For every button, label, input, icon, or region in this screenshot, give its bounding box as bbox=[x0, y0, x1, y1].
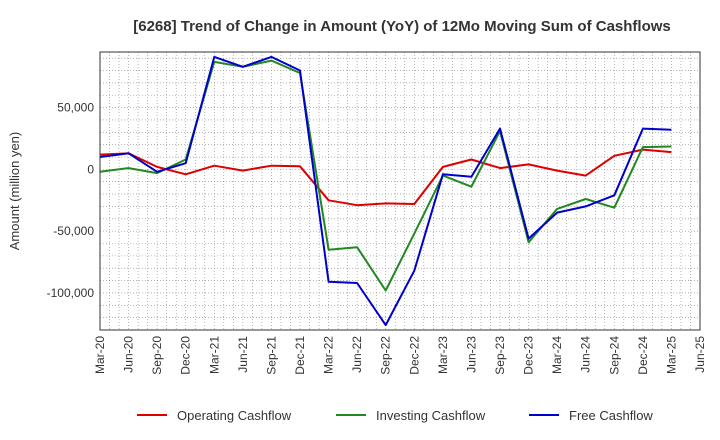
x-tick-label: Jun-25 bbox=[693, 336, 707, 373]
x-tick-label: Jun-20 bbox=[122, 336, 136, 373]
operating-cashflow-line bbox=[99, 148, 672, 207]
x-tick-label: Sep-24 bbox=[607, 336, 621, 375]
y-tick-label: -100,000 bbox=[47, 286, 95, 300]
x-tick-label: Jun-22 bbox=[350, 336, 364, 373]
plot-frame bbox=[99, 51, 701, 331]
x-tick-label: Mar-24 bbox=[550, 336, 564, 374]
y-tick-label: 0 bbox=[87, 162, 94, 176]
y-axis-label: Amount (million yen) bbox=[7, 132, 22, 251]
series-layer bbox=[99, 55, 672, 327]
x-tick-label: Jun-23 bbox=[464, 336, 478, 373]
x-tick-label: Dec-21 bbox=[293, 336, 307, 375]
x-tick-label: Sep-23 bbox=[493, 336, 507, 375]
chart-title: [6268] Trend of Change in Amount (YoY) o… bbox=[133, 18, 671, 35]
x-tick-label: Sep-20 bbox=[150, 336, 164, 375]
x-tick-label: Jun-24 bbox=[579, 336, 593, 373]
x-tick-labels: Mar-20 Jun-20 Sep-20 Dec-20 Mar-21 Jun-21 Sep-… bbox=[93, 336, 707, 375]
x-tick-label: Dec-20 bbox=[179, 336, 193, 375]
operating-cashflow-legend-label: Operating Cashflow bbox=[177, 408, 292, 423]
x-tick-label: Mar-20 bbox=[93, 336, 107, 374]
x-tick-label: Mar-22 bbox=[322, 336, 336, 374]
x-tick-label: Sep-21 bbox=[264, 336, 278, 375]
grid-layer bbox=[100, 52, 700, 331]
legend: Operating Cashflow Investing Cashflow Free… bbox=[137, 408, 653, 423]
y-tick-label: -50,000 bbox=[53, 224, 94, 238]
free-cashflow-line bbox=[99, 55, 672, 327]
x-tick-label: Jun-21 bbox=[236, 336, 250, 373]
x-tick-label: Dec-22 bbox=[407, 336, 421, 375]
y-tick-label: 50,000 bbox=[57, 101, 94, 115]
investing-cashflow-legend-label: Investing Cashflow bbox=[376, 408, 486, 423]
x-tick-label: Mar-25 bbox=[664, 336, 678, 374]
free-cashflow-legend-label: Free Cashflow bbox=[569, 408, 653, 423]
x-tick-label: Sep-22 bbox=[379, 336, 393, 375]
x-tick-label: Mar-23 bbox=[436, 336, 450, 374]
x-tick-label: Dec-23 bbox=[522, 336, 536, 375]
x-tick-label: Dec-24 bbox=[636, 336, 650, 375]
x-tick-label: Mar-21 bbox=[207, 336, 221, 374]
y-tick-labels: 50,000 0 -50,000 -100,000 bbox=[47, 101, 95, 300]
